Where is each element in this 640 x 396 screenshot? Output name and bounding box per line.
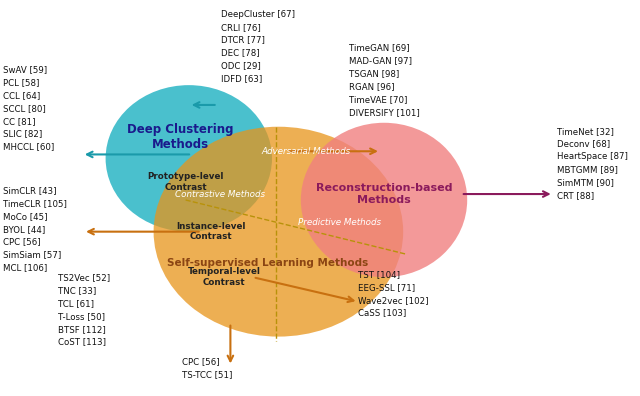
Text: Reconstruction-based
Methods: Reconstruction-based Methods — [316, 183, 452, 205]
Text: SwAV [59]
PCL [58]
CCL [64]
SCCL [80]
CC [81]
SLIC [82]
MHCCL [60]: SwAV [59] PCL [58] CCL [64] SCCL [80] CC… — [3, 65, 54, 151]
Ellipse shape — [106, 85, 272, 232]
Text: Predictive Methods: Predictive Methods — [298, 218, 381, 227]
Ellipse shape — [154, 127, 403, 337]
Text: DeepCluster [67]
CRLI [76]
DTCR [77]
DEC [78]
ODC [29]
IDFD [63]: DeepCluster [67] CRLI [76] DTCR [77] DEC… — [221, 10, 295, 83]
Text: TST [104]
EEG-SSL [71]
Wave2vec [102]
CaSS [103]: TST [104] EEG-SSL [71] Wave2vec [102] Ca… — [358, 270, 429, 318]
Text: TS2Vec [52]
TNC [33]
TCL [61]
T-Loss [50]
BTSF [112]
CoST [113]: TS2Vec [52] TNC [33] TCL [61] T-Loss [50… — [58, 273, 109, 346]
Text: Contrastive Methods: Contrastive Methods — [175, 190, 264, 199]
Text: TimeNet [32]
Deconv [68]
HeartSpace [87]
MBTGMM [89]
SimMTM [90]
CRT [88]: TimeNet [32] Deconv [68] HeartSpace [87]… — [557, 127, 628, 200]
Text: Deep Clustering
Methods: Deep Clustering Methods — [127, 123, 234, 150]
Text: TimeGAN [69]
MAD-GAN [97]
TSGAN [98]
RGAN [96]
TimeVAE [70]
DIVERSIFY [101]: TimeGAN [69] MAD-GAN [97] TSGAN [98] RGA… — [349, 44, 420, 117]
Text: CPC [56]
TS-TCC [51]: CPC [56] TS-TCC [51] — [182, 357, 233, 379]
Text: Self-supervised Learning Methods: Self-supervised Learning Methods — [167, 258, 368, 268]
Text: SimCLR [43]
TimeCLR [105]
MoCo [45]
BYOL [44]
CPC [56]
SimSiam [57]
MCL [106]: SimCLR [43] TimeCLR [105] MoCo [45] BYOL… — [3, 186, 67, 272]
Ellipse shape — [301, 123, 467, 277]
Text: Temporal-level
Contrast: Temporal-level Contrast — [188, 268, 260, 287]
Text: Prototype-level
Contrast: Prototype-level Contrast — [147, 173, 224, 192]
Text: Instance-level
Contrast: Instance-level Contrast — [177, 222, 246, 241]
Text: Adversarial Methods: Adversarial Methods — [261, 147, 351, 156]
